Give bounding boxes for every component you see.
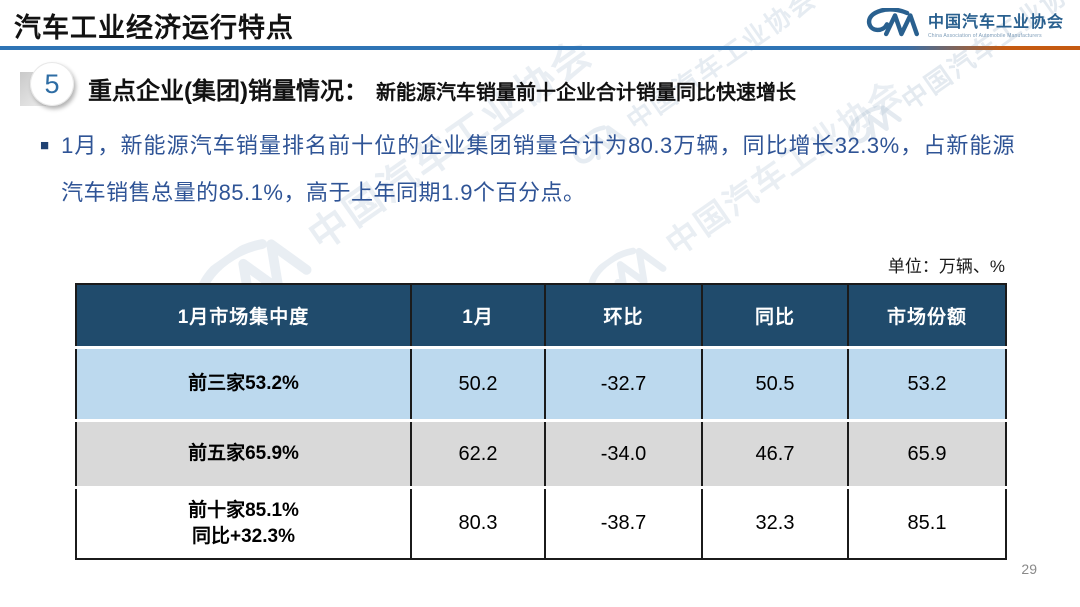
row-label: 前三家53.2% <box>75 346 412 421</box>
page-number: 29 <box>1021 561 1037 577</box>
table-cell: 32.3 <box>701 486 849 559</box>
title-divider <box>0 46 1080 50</box>
bullet-square-icon: ■ <box>40 137 50 154</box>
table-header-cell: 环比 <box>544 284 703 348</box>
table-cell: -38.7 <box>544 486 703 559</box>
row-label: 前五家65.9% <box>75 419 412 488</box>
section-number-badge: 5 <box>20 60 74 112</box>
section-subheading: 新能源汽车销量前十企业合计销量同比快速增长 <box>375 81 796 104</box>
bullet-text: 1月，新能源汽车销量排名前十位的企业集团销量合计为80.3万辆，同比增长32.3… <box>61 133 1015 205</box>
table-cell: 65.9 <box>847 419 1007 488</box>
table-header-cell: 市场份额 <box>847 284 1007 348</box>
table-cell: -32.7 <box>544 346 703 421</box>
page-title: 汽车工业经济运行特点 <box>14 13 294 43</box>
table-row: 前五家65.9% 62.2 -34.0 46.7 65.9 <box>75 419 1007 488</box>
table-cell: -34.0 <box>544 419 703 488</box>
row-label: 前十家85.1% 同比+32.3% <box>75 486 412 559</box>
table-cell: 50.2 <box>410 346 546 421</box>
table-cell: 85.1 <box>847 486 1007 559</box>
table-cell: 46.7 <box>701 419 849 488</box>
market-concentration-table: 1月市场集中度 1月 环比 同比 市场份额 前三家53.2% 50.2 -32.… <box>75 283 1007 560</box>
caam-logo-icon <box>867 8 919 37</box>
section-heading: 重点企业(集团)销量情况： <box>88 77 368 105</box>
logo-name: 中国汽车工业协会 <box>927 14 1064 31</box>
table-cell: 50.5 <box>701 346 849 421</box>
bullet-paragraph: ■ 1月，新能源汽车销量排名前十位的企业集团销量合计为80.3万辆，同比增长32… <box>40 122 1015 216</box>
unit-label: 单位：万辆、% <box>887 257 1005 276</box>
table-header-row: 1月市场集中度 1月 环比 同比 市场份额 <box>75 284 1007 348</box>
table-header-cell: 1月市场集中度 <box>75 284 412 348</box>
table-cell: 80.3 <box>410 486 546 559</box>
logo-subtitle: China Association of Automobile Manufact… <box>927 33 1042 39</box>
section-heading-row: 5 重点企业(集团)销量情况： 新能源汽车销量前十企业合计销量同比快速增长 <box>20 60 796 112</box>
section-number: 5 <box>44 68 60 99</box>
caam-logo: 中国汽车工业协会 China Association of Automobile… <box>862 8 1064 39</box>
table-cell: 53.2 <box>847 346 1007 421</box>
table-cell: 62.2 <box>410 419 546 488</box>
badge-circle: 5 <box>30 62 74 106</box>
table-row: 前三家53.2% 50.2 -32.7 50.5 53.2 <box>75 346 1007 421</box>
table-header-cell: 同比 <box>701 284 849 348</box>
table-header-cell: 1月 <box>410 284 546 348</box>
table-row: 前十家85.1% 同比+32.3% 80.3 -38.7 32.3 85.1 <box>75 486 1007 559</box>
